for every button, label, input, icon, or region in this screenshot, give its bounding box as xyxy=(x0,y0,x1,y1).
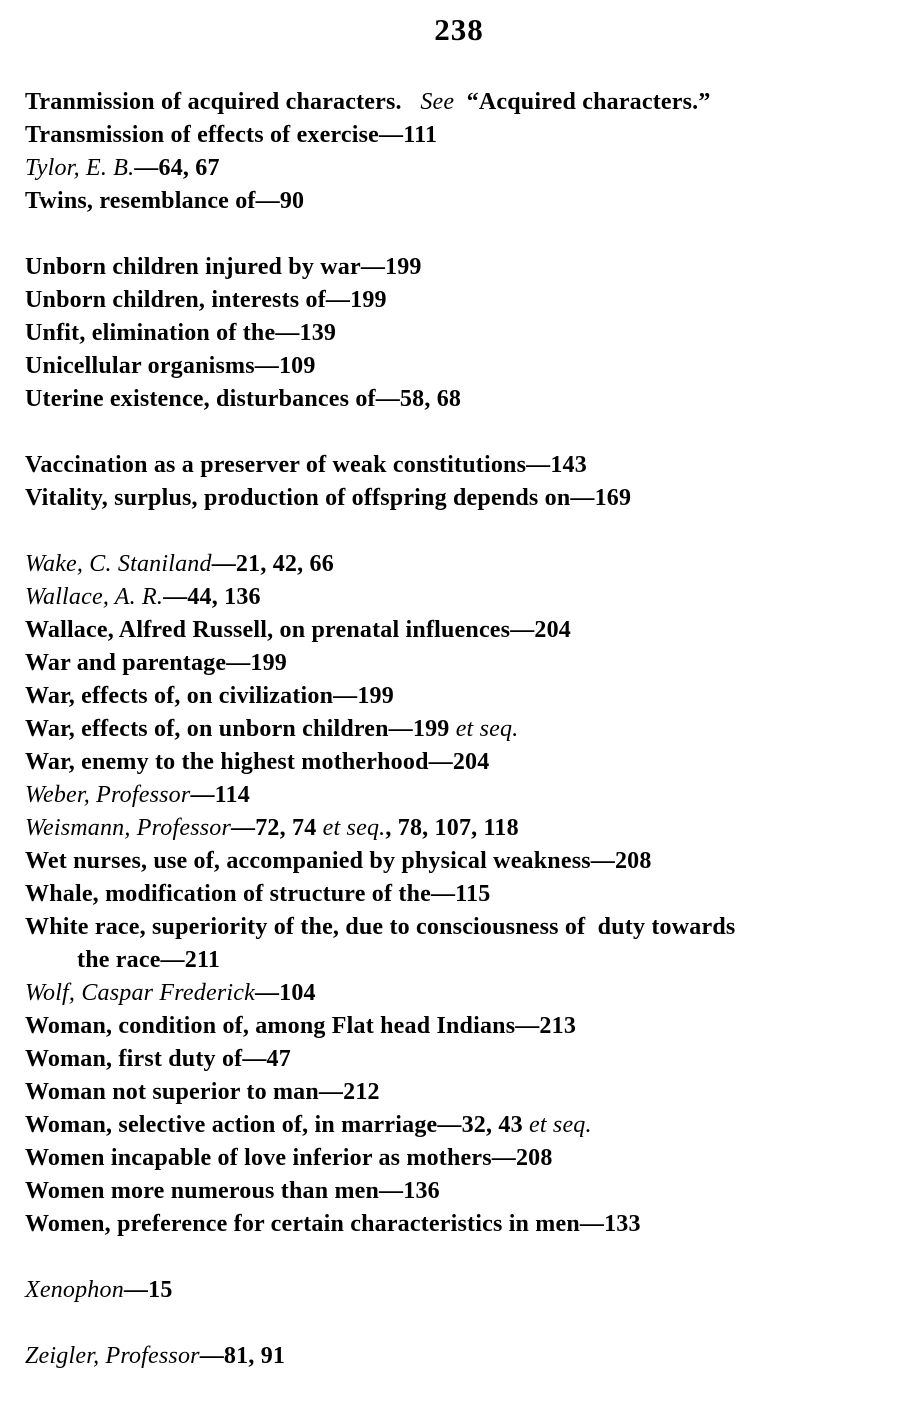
index-entry: Woman, condition of, among Flat head Ind… xyxy=(25,1010,918,1043)
index-section-W: Wake, C. Staniland—21, 42, 66 Wallace, A.… xyxy=(25,548,918,1241)
entry-text-italic: Wake, C. Staniland xyxy=(25,551,212,577)
entry-text: War, effects of, on unborn children—199 xyxy=(25,716,456,742)
entry-text: Unicellular organisms—109 xyxy=(25,353,316,379)
entry-text: War and parentage—199 xyxy=(25,650,288,676)
index-entry: Tylor, E. B.—64, 67 xyxy=(25,152,918,185)
entry-text: White race, superiority of the, due to c… xyxy=(25,914,736,973)
index-entry: Unborn children, interests of—199 xyxy=(25,284,918,317)
entry-text: —81, 91 xyxy=(199,1343,286,1369)
index-section-X: Xenophon—15 xyxy=(25,1274,918,1307)
entry-text: Woman, condition of, among Flat head Ind… xyxy=(25,1013,577,1039)
entry-text: —15 xyxy=(123,1277,173,1303)
entry-text: Vitality, surplus, production of offspri… xyxy=(25,485,632,511)
entry-text-italic: Weismann, Professor xyxy=(25,815,232,841)
index-entry: Wallace, Alfred Russell, on prenatal inf… xyxy=(25,614,918,647)
entry-text: War, effects of, on civilization—199 xyxy=(25,683,394,709)
index-content: Tranmission of acquired characters. See … xyxy=(25,86,918,1406)
page-number: 238 xyxy=(434,12,484,47)
index-entry: Unborn children injured by war—199 xyxy=(25,251,918,284)
index-entry: Wake, C. Staniland—21, 42, 66 xyxy=(25,548,918,581)
entry-text: Transmission of effects of exercise—111 xyxy=(25,122,438,148)
entry-text-italic: Weber, Professor xyxy=(25,782,191,808)
entry-text: Uterine existence, disturbances of—58, 6… xyxy=(25,386,462,412)
index-entry: Vitality, surplus, production of offspri… xyxy=(25,482,918,515)
index-section-T: Tranmission of acquired characters. See … xyxy=(25,86,918,218)
entry-text-italic: et seq. xyxy=(455,716,519,742)
index-entry: Weber, Professor—114 xyxy=(25,779,918,812)
entry-text: “Acquired characters.” xyxy=(454,89,711,115)
index-section-Z: Zeigler, Professor—81, 91 xyxy=(25,1340,918,1373)
entry-text: Women incapable of love inferior as moth… xyxy=(25,1145,553,1171)
index-entry: Whale, modification of structure of the—… xyxy=(25,878,918,911)
index-entry: Unicellular organisms—109 xyxy=(25,350,918,383)
entry-text-italic: Zeigler, Professor xyxy=(25,1343,200,1369)
entry-text: Woman, first duty of—47 xyxy=(25,1046,291,1072)
entry-text: —72, 74 xyxy=(231,815,323,841)
entry-text: Wet nurses, use of, accompanied by physi… xyxy=(25,848,652,874)
entry-text: Tranmission of acquired characters. xyxy=(25,89,421,115)
index-entry: Wallace, A. R.—44, 136 xyxy=(25,581,918,614)
entry-text: Vaccination as a preserver of weak const… xyxy=(25,452,587,478)
entry-text: Whale, modification of structure of the—… xyxy=(25,881,491,907)
index-section-U: Unborn children injured by war—199 Unborn… xyxy=(25,251,918,416)
entry-text: Unborn children injured by war—199 xyxy=(25,254,422,280)
entry-text: Twins, resemblance of—90 xyxy=(25,188,305,214)
entry-text: —64, 67 xyxy=(134,155,220,181)
index-section-V: Vaccination as a preserver of weak const… xyxy=(25,449,918,515)
index-entry: Transmission of effects of exercise—111 xyxy=(25,119,918,152)
index-entry: Woman, first duty of—47 xyxy=(25,1043,918,1076)
entry-text: Women more numerous than men—136 xyxy=(25,1178,440,1204)
index-entry: Xenophon—15 xyxy=(25,1274,918,1307)
index-entry: Uterine existence, disturbances of—58, 6… xyxy=(25,383,918,416)
index-entry: War, effects of, on civilization—199 xyxy=(25,680,918,713)
index-entry: War, effects of, on unborn children—199 … xyxy=(25,713,918,746)
entry-text-italic: Wolf, Caspar Frederick xyxy=(25,980,255,1006)
index-entry: Women more numerous than men—136 xyxy=(25,1175,918,1208)
entry-text: Woman not superior to man—212 xyxy=(25,1079,380,1105)
entry-text: —44, 136 xyxy=(163,584,261,610)
entry-text-italic: Tylor, E. B. xyxy=(25,155,135,181)
entry-text-italic: et seq. xyxy=(528,1112,592,1138)
entry-text: Unfit, elimination of the—139 xyxy=(25,320,337,346)
index-entry: War and parentage—199 xyxy=(25,647,918,680)
index-entry: Wet nurses, use of, accompanied by physi… xyxy=(25,845,918,878)
index-entry: Weismann, Professor—72, 74 et seq., 78, … xyxy=(25,812,918,845)
entry-text: Woman, selective action of, in marriage—… xyxy=(25,1112,529,1138)
entry-text: —104 xyxy=(254,980,316,1006)
index-entry: Woman, selective action of, in marriage—… xyxy=(25,1109,918,1142)
entry-text: Unborn children, interests of—199 xyxy=(25,287,387,313)
index-entry: Wolf, Caspar Frederick—104 xyxy=(25,977,918,1010)
entry-text: War, enemy to the highest motherhood—204 xyxy=(25,749,490,775)
entry-text: —21, 42, 66 xyxy=(211,551,334,577)
index-entry: Twins, resemblance of—90 xyxy=(25,185,918,218)
entry-text-italic: Wallace, A. R. xyxy=(25,584,164,610)
entry-text: , 78, 107, 118 xyxy=(385,815,519,841)
index-entry: Women, preference for certain characteri… xyxy=(25,1208,918,1241)
index-entry: War, enemy to the highest motherhood—204 xyxy=(25,746,918,779)
entry-text-italic: Xenophon xyxy=(25,1277,124,1303)
entry-text-italic: et seq. xyxy=(322,815,386,841)
index-entry: Women incapable of love inferior as moth… xyxy=(25,1142,918,1175)
index-entry: Tranmission of acquired characters. See … xyxy=(25,86,918,119)
index-entry: Zeigler, Professor—81, 91 xyxy=(25,1340,918,1373)
entry-text: Wallace, Alfred Russell, on prenatal inf… xyxy=(25,617,571,643)
entry-text: Women, preference for certain characteri… xyxy=(25,1211,641,1237)
index-entry: Woman not superior to man—212 xyxy=(25,1076,918,1109)
index-entry: White race, superiority of the, due to c… xyxy=(25,911,918,977)
entry-text-italic: See xyxy=(420,89,455,115)
entry-text: —114 xyxy=(190,782,250,808)
index-entry: Vaccination as a preserver of weak const… xyxy=(25,449,918,482)
index-entry: Unfit, elimination of the—139 xyxy=(25,317,918,350)
